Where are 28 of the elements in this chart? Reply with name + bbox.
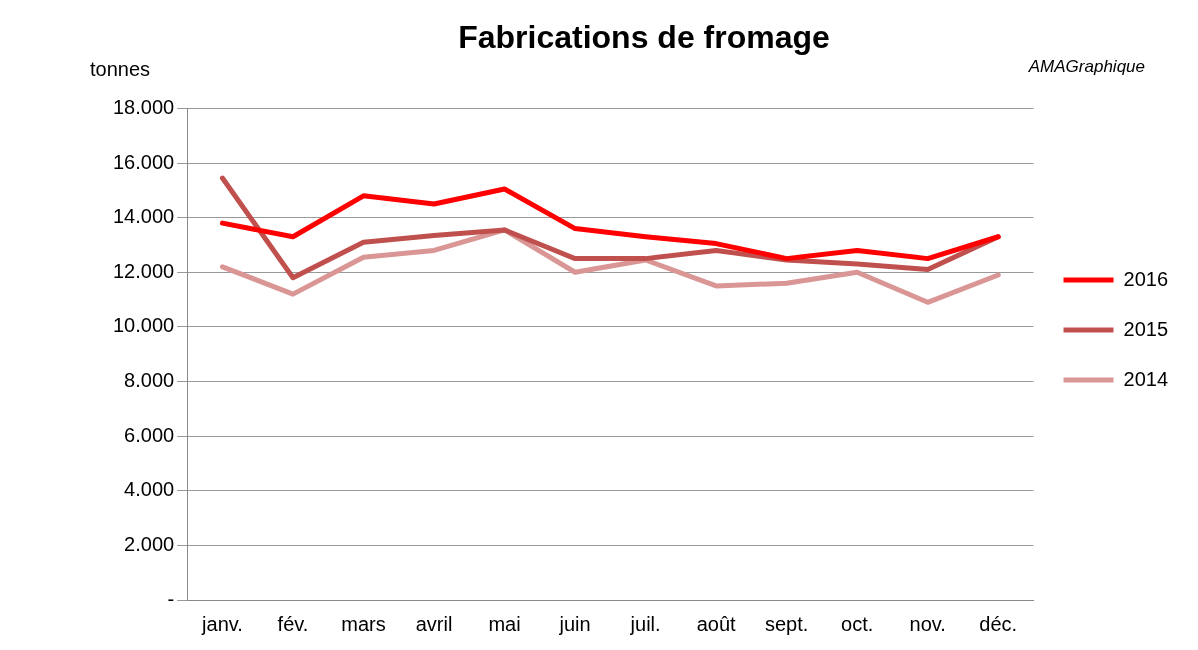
y-tick-label: 4.000	[124, 478, 175, 501]
x-tick-label: sept.	[764, 612, 809, 635]
x-tick-label: déc.	[979, 612, 1018, 635]
y-axis-title: tonnes	[89, 57, 151, 80]
y-tick-label: 6.000	[124, 423, 175, 446]
y-tick-label: 14.000	[113, 205, 175, 228]
y-tick-label: 18.000	[113, 95, 175, 118]
text: AMAGraphique	[1027, 57, 1145, 77]
x-tick-label: mai	[488, 612, 521, 635]
x-tick-label: juin	[558, 612, 591, 635]
x-tick-label: nov.	[909, 612, 946, 635]
chart-title: Fabrications de fromage	[458, 19, 830, 56]
y-tick-label: 10.000	[113, 314, 175, 337]
y-tick-label: 2.000	[124, 532, 175, 555]
y-tick-label: 12.000	[113, 259, 175, 282]
x-tick-label: avril	[415, 612, 453, 635]
legend-label: 2014	[1123, 367, 1169, 390]
legend-label: 2016	[1123, 267, 1169, 290]
x-tick-label: fév.	[277, 612, 309, 635]
x-tick-label: mars	[341, 612, 386, 635]
y-tick-label: -	[167, 587, 175, 610]
y-tick-label: 16.000	[113, 150, 175, 173]
x-tick-label: août	[696, 612, 737, 635]
legend-label: 2015	[1123, 317, 1169, 340]
x-tick-label: oct.	[841, 612, 874, 635]
x-tick-label: janv.	[201, 612, 243, 635]
x-tick-label: juil.	[629, 612, 661, 635]
y-tick-label: 8.000	[124, 369, 175, 392]
